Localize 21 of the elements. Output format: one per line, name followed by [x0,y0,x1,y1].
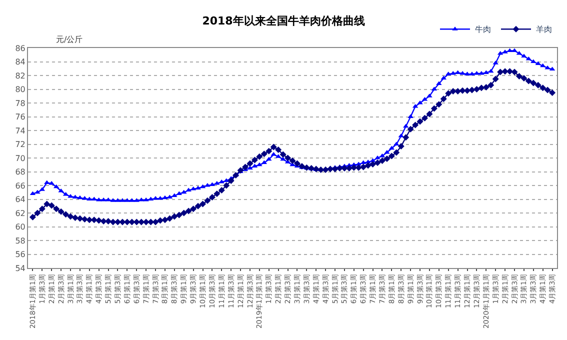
y-tick-label: 66 [15,181,26,190]
y-tick-label: 84 [15,58,26,67]
y-tick-label: 60 [15,222,26,232]
legend-label: 羊肉 [536,25,552,34]
y-tick-label: 56 [15,250,26,260]
y-tick-label: 74 [15,126,26,136]
y-tick-label: 80 [15,85,26,94]
y-tick-label: 76 [15,112,26,122]
y-tick-label: 72 [15,140,26,150]
y-tick-label: 70 [15,154,26,163]
y-tick-label: 68 [15,168,26,177]
y-tick-label: 58 [15,236,26,246]
y-tick-label: 86 [15,44,26,53]
y-tick-label: 64 [15,195,26,204]
legend-label: 牛肉 [475,25,491,34]
y-tick-label: 78 [15,98,26,108]
y-axis-title: 元/公斤 [56,35,83,44]
y-tick-label: 62 [15,208,26,218]
y-tick-label: 82 [15,71,26,80]
chart-title: 2018年以来全国牛羊肉价格曲线 [202,14,365,28]
y-tick-label: 54 [15,264,26,273]
